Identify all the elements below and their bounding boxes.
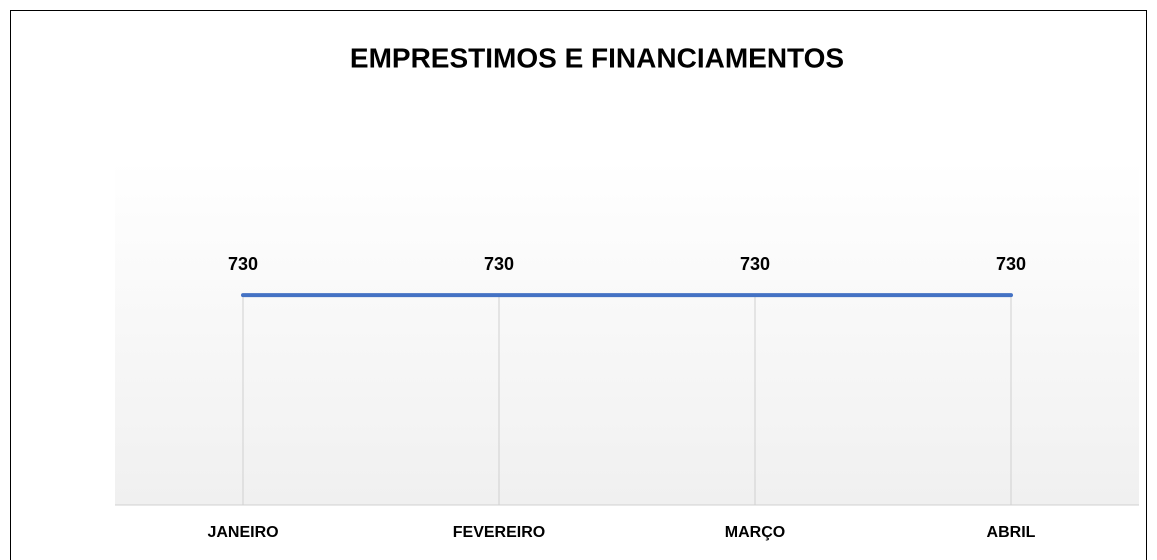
plot-area bbox=[115, 160, 1139, 505]
x-tick-label: ABRIL bbox=[987, 524, 1036, 541]
data-label: 730 bbox=[228, 254, 258, 274]
x-tick-label: FEVEREIRO bbox=[453, 524, 545, 541]
chart-title: EMPRESTIMOS E FINANCIAMENTOS bbox=[350, 42, 844, 73]
data-label: 730 bbox=[484, 254, 514, 274]
x-tick-label: MARÇO bbox=[725, 524, 785, 541]
data-label: 730 bbox=[996, 254, 1026, 274]
x-tick-label: JANEIRO bbox=[207, 524, 278, 541]
data-label: 730 bbox=[740, 254, 770, 274]
